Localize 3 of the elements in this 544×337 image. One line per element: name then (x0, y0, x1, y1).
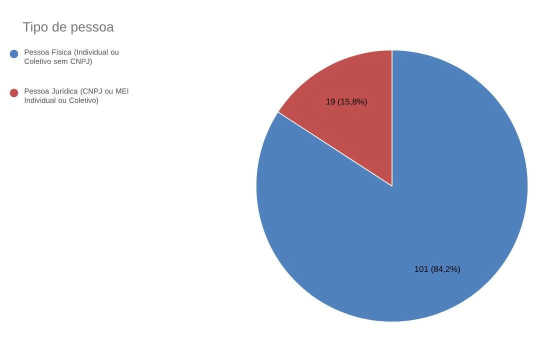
data-label: 101 (84,2%) (415, 266, 460, 274)
chart-title: Tipo de pessoa (22, 22, 114, 34)
data-label: 19 (15,8%) (326, 98, 367, 106)
